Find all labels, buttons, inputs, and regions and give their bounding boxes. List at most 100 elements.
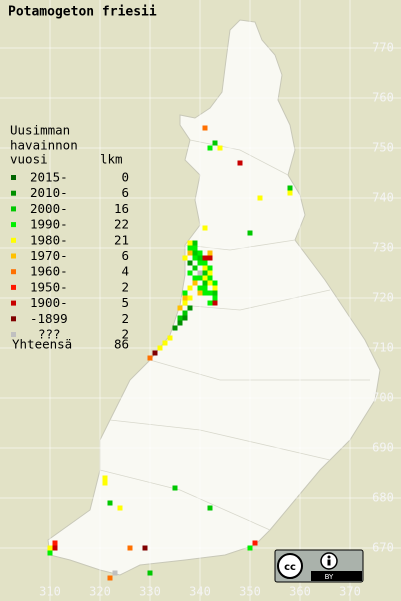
observation-square: [197, 270, 203, 276]
x-tick-label: 340: [189, 585, 211, 599]
observation-square: [257, 195, 263, 201]
observation-square: [212, 280, 218, 286]
legend-swatch: [11, 332, 16, 337]
observation-square: [172, 325, 178, 331]
observation-square: [207, 290, 213, 296]
legend-label: ???: [38, 327, 61, 342]
y-tick-label: 730: [372, 241, 394, 255]
observation-square: [212, 300, 218, 306]
total-label: Yhteensä: [12, 337, 72, 352]
cc-text: cc: [284, 562, 296, 573]
observation-square: [287, 185, 293, 191]
observation-square: [192, 250, 198, 256]
legend-count: 4: [121, 264, 129, 279]
observation-square: [197, 275, 203, 281]
observation-square: [182, 255, 188, 261]
legend-count: 0: [121, 170, 129, 185]
observation-square: [47, 545, 53, 551]
y-tick-label: 670: [372, 541, 394, 555]
observation-square: [252, 540, 258, 546]
observation-square: [182, 315, 188, 321]
observation-square: [207, 280, 213, 286]
observation-square: [207, 250, 213, 256]
observation-square: [202, 275, 208, 281]
observation-square: [202, 270, 208, 276]
y-tick-label: 690: [372, 441, 394, 455]
legend-count: 21: [114, 232, 129, 247]
observation-square: [202, 225, 208, 231]
legend-heading: havainnon: [10, 138, 78, 153]
observation-square: [52, 545, 58, 551]
observation-square: [202, 260, 208, 266]
legend-count: 6: [121, 185, 129, 200]
observation-square: [207, 505, 213, 511]
observation-square: [212, 295, 218, 301]
legend-swatch: [11, 175, 16, 180]
observation-square: [197, 260, 203, 266]
observation-square: [202, 280, 208, 286]
observation-square: [127, 545, 133, 551]
observation-square: [192, 280, 198, 286]
legend-label: 1960-: [30, 264, 68, 279]
observation-square: [107, 575, 113, 581]
observation-square: [187, 245, 193, 251]
y-tick-label: 770: [372, 41, 394, 55]
observation-square: [102, 475, 108, 481]
observation-square: [237, 160, 243, 166]
observation-square: [287, 190, 293, 196]
observation-square: [142, 545, 148, 551]
count-heading: lkm: [100, 152, 123, 167]
observation-square: [192, 255, 198, 261]
observation-square: [207, 270, 213, 276]
observation-square: [202, 265, 208, 271]
observation-square: [202, 255, 208, 261]
observation-square: [187, 305, 193, 311]
observation-square: [152, 350, 158, 356]
observation-square: [112, 570, 118, 576]
observation-square: [207, 275, 213, 281]
y-tick-label: 750: [372, 141, 394, 155]
observation-square: [192, 240, 198, 246]
observation-square: [217, 145, 223, 151]
observation-square: [212, 285, 218, 291]
legend-label: 2015-: [30, 170, 68, 185]
observation-square: [182, 310, 188, 316]
legend-swatch: [11, 284, 16, 290]
legend-swatch: [11, 316, 16, 322]
legend-count: 2: [121, 327, 129, 342]
legend-count: 16: [114, 201, 129, 216]
observation-square: [207, 300, 213, 306]
legend-count: 22: [114, 217, 129, 232]
observation-square: [167, 335, 173, 341]
observation-square: [147, 355, 153, 361]
observation-square: [117, 505, 123, 511]
observation-square: [207, 265, 213, 271]
legend-heading: Uusimman: [10, 123, 70, 138]
observation-square: [192, 245, 198, 251]
x-tick-label: 310: [39, 585, 61, 599]
observation-square: [182, 295, 188, 301]
observation-square: [187, 285, 193, 291]
observation-square: [202, 290, 208, 296]
legend-label: 2010-: [30, 185, 68, 200]
legend-swatch: [11, 300, 16, 306]
observation-square: [187, 295, 193, 301]
observation-square: [157, 345, 163, 351]
cc-icon: [277, 553, 303, 579]
legend-heading: vuosi: [10, 152, 48, 167]
legend-swatch: [11, 206, 16, 212]
x-tick-label: 350: [239, 585, 261, 599]
observation-square: [52, 540, 58, 546]
legend-swatch: [11, 237, 16, 243]
observation-square: [182, 290, 188, 296]
y-tick-label: 740: [372, 191, 394, 205]
observation-square: [147, 570, 153, 576]
observation-square: [177, 320, 183, 326]
license-badge: cc BY: [274, 549, 364, 583]
legend-swatch: [11, 190, 16, 196]
observation-square: [162, 340, 168, 346]
legend-count: 2: [121, 311, 129, 326]
